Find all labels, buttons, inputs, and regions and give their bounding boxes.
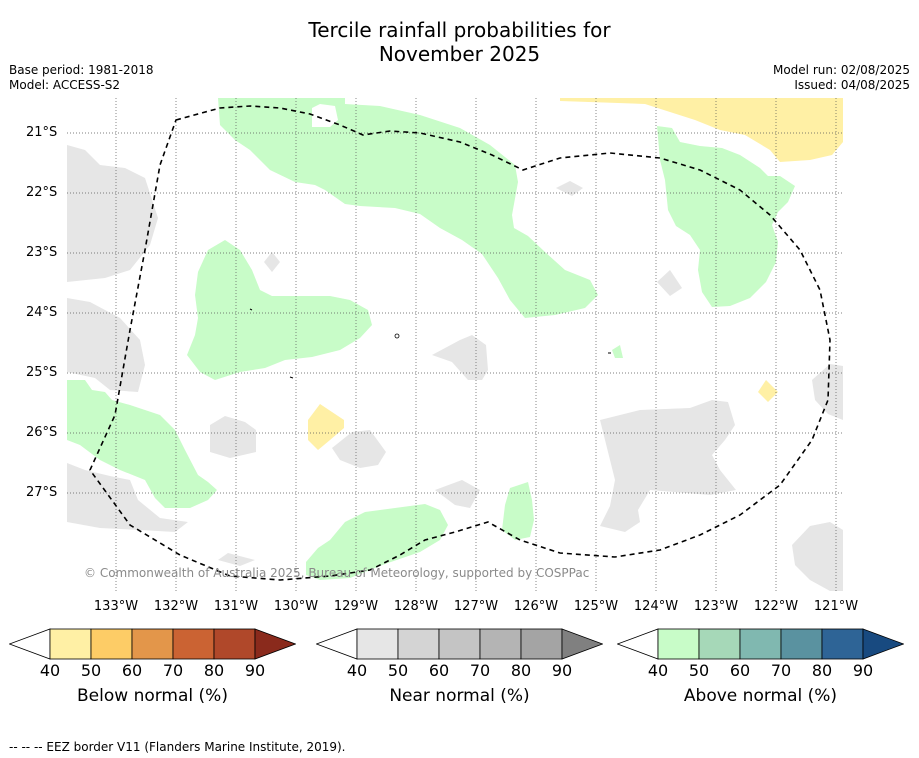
colorbar-tick: 40 bbox=[39, 661, 61, 680]
colorbar-segment bbox=[356, 628, 399, 660]
lat-label: 25°S bbox=[26, 365, 58, 380]
lon-label: 130°W bbox=[273, 599, 319, 614]
colorbar-tick: 50 bbox=[387, 661, 409, 680]
colorbar-segment bbox=[520, 628, 563, 660]
colorbar-tick: 40 bbox=[647, 661, 669, 680]
lon-label: 121°W bbox=[813, 599, 859, 614]
copyright-text: © Commonwealth of Australia 2025, Bureau… bbox=[84, 566, 590, 580]
colorbar-segment bbox=[657, 628, 700, 660]
colorbar-high-extend bbox=[254, 628, 296, 660]
colorbar-segment bbox=[90, 628, 133, 660]
colorbar-tick: 90 bbox=[852, 661, 874, 680]
colorbar-segment bbox=[172, 628, 215, 660]
colorbar-tick: 70 bbox=[770, 661, 792, 680]
below-normal-regions bbox=[308, 98, 843, 450]
colorbar-high-extend bbox=[862, 628, 904, 660]
lat-label: 24°S bbox=[26, 305, 58, 320]
lon-label: 128°W bbox=[393, 599, 439, 614]
meta-right: Model run: 02/08/2025 Issued: 04/08/2025 bbox=[773, 63, 910, 93]
colorbar-segment bbox=[131, 628, 174, 660]
above-normal-regions bbox=[67, 98, 795, 580]
colorbar bbox=[617, 628, 904, 660]
colorbar-tick: 90 bbox=[244, 661, 266, 680]
lat-label: 26°S bbox=[26, 425, 58, 440]
lat-label: 21°S bbox=[26, 125, 58, 140]
lon-label: 124°W bbox=[633, 599, 679, 614]
title-line-1: Tercile rainfall probabilities for bbox=[308, 18, 611, 42]
colorbar-tick: 80 bbox=[510, 661, 532, 680]
eez-footnote: -- -- -- EEZ border V11 (Flanders Marine… bbox=[9, 740, 346, 754]
model-name: Model: ACCESS-S2 bbox=[9, 78, 121, 92]
colorbar-tick: 80 bbox=[811, 661, 833, 680]
colorbar-label: Below normal (%) bbox=[77, 686, 228, 706]
colorbar-low-extend bbox=[316, 628, 358, 660]
colorbar-segment bbox=[213, 628, 256, 660]
colorbar-segment bbox=[821, 628, 864, 660]
colorbar bbox=[316, 628, 603, 660]
colorbar-tick: 50 bbox=[80, 661, 102, 680]
model-run: Model run: 02/08/2025 bbox=[772, 63, 910, 77]
lon-label: 123°W bbox=[693, 599, 739, 614]
lon-label: 131°W bbox=[213, 599, 259, 614]
small-island-mark bbox=[289, 376, 294, 379]
colorbar-low-extend bbox=[617, 628, 659, 660]
colorbar bbox=[9, 628, 296, 660]
lon-label: 125°W bbox=[573, 599, 619, 614]
base-period: Base period: 1981-2018 bbox=[9, 63, 154, 77]
colorbar-low-extend bbox=[9, 628, 51, 660]
lon-label: 132°W bbox=[153, 599, 199, 614]
probability-shading bbox=[67, 98, 843, 591]
map-title: Tercile rainfall probabilities for Novem… bbox=[0, 18, 919, 66]
colorbar-segment bbox=[739, 628, 782, 660]
lat-label: 23°S bbox=[26, 245, 58, 260]
lon-label: 133°W bbox=[93, 599, 139, 614]
title-line-2: November 2025 bbox=[378, 42, 541, 66]
colorbar-segment bbox=[49, 628, 92, 660]
colorbar-tick: 90 bbox=[551, 661, 573, 680]
colorbar-high-extend bbox=[561, 628, 603, 660]
colorbar-tick: 50 bbox=[688, 661, 710, 680]
colorbar-segment bbox=[397, 628, 440, 660]
colorbar-segment bbox=[780, 628, 823, 660]
colorbar-tick: 70 bbox=[162, 661, 184, 680]
colorbar-tick: 60 bbox=[729, 661, 751, 680]
issued-date: Issued: 04/08/2025 bbox=[794, 78, 910, 92]
colorbar-label: Near normal (%) bbox=[389, 686, 530, 706]
colorbar-label: Above normal (%) bbox=[683, 686, 838, 706]
small-island-mark bbox=[249, 308, 253, 311]
colorbar-tick: 60 bbox=[121, 661, 143, 680]
grid-lines bbox=[67, 98, 843, 591]
lon-label: 126°W bbox=[513, 599, 559, 614]
lat-label: 22°S bbox=[26, 185, 58, 200]
colorbar-tick: 60 bbox=[428, 661, 450, 680]
colorbar-tick: 70 bbox=[469, 661, 491, 680]
colorbar-tick: 40 bbox=[346, 661, 368, 680]
colorbar-segment bbox=[698, 628, 741, 660]
colorbar-segment bbox=[479, 628, 522, 660]
colorbar-segment bbox=[438, 628, 481, 660]
lon-label: 127°W bbox=[453, 599, 499, 614]
lon-label: 129°W bbox=[333, 599, 379, 614]
lon-label: 122°W bbox=[753, 599, 799, 614]
eez-border bbox=[89, 105, 831, 581]
meta-left: Base period: 1981-2018 Model: ACCESS-S2 bbox=[9, 63, 154, 93]
small-island-mark bbox=[394, 333, 400, 339]
lat-label: 27°S bbox=[26, 485, 58, 500]
colorbar-tick: 80 bbox=[203, 661, 225, 680]
